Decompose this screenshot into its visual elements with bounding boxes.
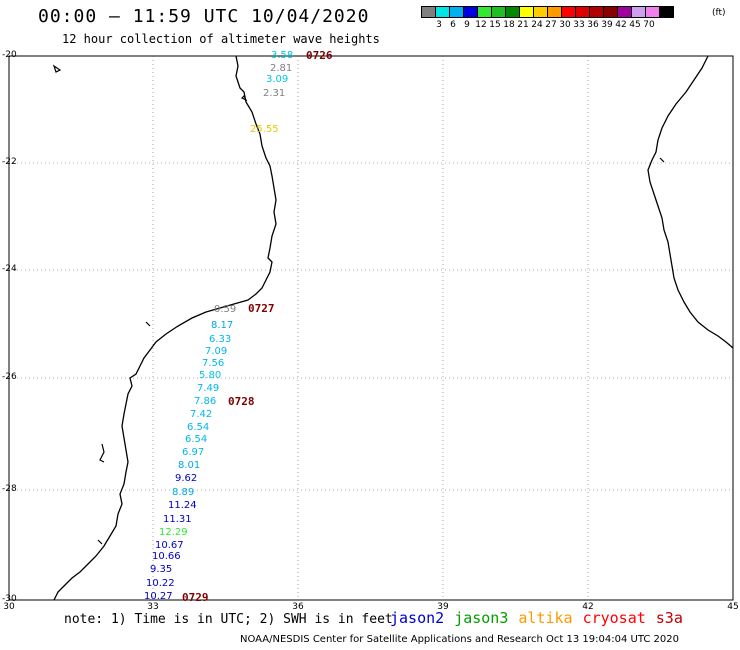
longitude-label: 33 [147,602,159,612]
longitude-label: 45 [727,602,739,612]
legend-label: 9 [464,20,470,30]
longitude-label: 36 [292,602,304,612]
wave-height-value: 10.66 [152,551,181,562]
legend-label: 3 [436,20,442,30]
africa-coastline [53,55,277,601]
longitude-label: 39 [437,602,449,612]
legend-label: 36 [587,20,599,30]
satellite-name: cryosat [582,609,646,627]
wave-height-value: 6.33 [209,334,232,345]
wave-height-value: 25.55 [250,124,279,135]
credit-line: NOAA/NESDIS Center for Satellite Applica… [240,634,679,645]
legend-unit: (ft) [712,8,726,18]
wave-height-value: 3.58 [271,50,294,61]
satellite-legend: jason2 jason3 altika cryosat s3a [390,609,693,627]
pass-time-label: 0726 [306,49,333,62]
wave-height-value: 7.09 [205,346,228,357]
wave-height-value: 9.35 [150,564,173,575]
legend-label: 33 [573,20,585,30]
wave-height-value: 12.29 [159,527,188,538]
legend-label: 21 [517,20,529,30]
pass-time-label: 0727 [248,302,275,315]
legend-label: 42 [615,20,627,30]
wave-height-value: 8.89 [172,487,195,498]
wave-height-value: 5.80 [199,370,222,381]
legend-label: 24 [531,20,543,30]
footnote: note: 1) Time is in UTC; 2) SWH is in fe… [64,612,393,627]
legend-label: 18 [503,20,515,30]
wave-height-value: 7.49 [197,383,220,394]
map-frame [8,55,734,601]
wave-height-value: 6.54 [185,434,208,445]
latitude-label: -30 [2,594,17,604]
pass-time-label: 0729 [182,591,209,604]
legend-label: 27 [545,20,557,30]
satellite-name: altika [518,609,573,627]
wave-height-value: 8.01 [178,460,201,471]
wave-height-value: 11.31 [163,514,192,525]
color-legend: 3 6 9 12 15 18 21 24 27 30 33 36 39 42 45 70 (ft) [421,6,726,32]
satellite-name: jason2 [390,609,445,627]
legend-labels: 3 6 9 12 15 18 21 24 27 30 33 36 39 42 45 70 [422,18,674,32]
wave-height-value: 3.09 [266,74,289,85]
legend-label: 45 [629,20,641,30]
wave-height-value: 10.22 [146,578,175,589]
wave-height-value: 10.67 [155,540,184,551]
map-subtitle: 12 hour collection of altimeter wave hei… [62,32,380,46]
legend-label: 12 [475,20,487,30]
wave-height-value: 2.31 [263,88,286,99]
satellite-name: jason3 [454,609,509,627]
legend-label: 15 [489,20,501,30]
map-title: 00:00 – 11:59 UTC 10/04/2020 [38,6,370,27]
legend-label: 30 [559,20,571,30]
wave-height-value: 0.59 [214,304,237,315]
legend-label: 70 [643,20,655,30]
wave-height-value: 6.97 [182,447,205,458]
wave-height-value: 7.86 [194,396,217,407]
latitude-label: -26 [2,372,17,382]
latitude-label: -20 [2,50,17,60]
wave-height-value: 11.24 [168,500,197,511]
madagascar-coastline [647,55,734,349]
wave-height-value: 7.56 [202,358,225,369]
wave-height-value: 6.54 [187,422,210,433]
legend-color-bar [421,6,674,18]
longitude-label: 42 [582,602,594,612]
satellite-name: s3a [655,609,683,627]
legend-label: 39 [601,20,613,30]
wave-height-value: 9.62 [175,473,198,484]
legend-color-box [659,6,674,18]
pass-time-label: 0728 [228,395,255,408]
legend-label: 6 [450,20,456,30]
longitude-label: 30 [3,602,15,612]
latitude-label: -28 [2,484,17,494]
wave-height-value: 2.81 [270,63,293,74]
latitude-label: -24 [2,264,17,274]
wave-height-value: 10.27 [144,591,173,602]
latitude-label: -22 [2,157,17,167]
wave-height-value: 8.17 [211,320,234,331]
islands [52,64,665,545]
wave-height-value: 7.42 [190,409,213,420]
